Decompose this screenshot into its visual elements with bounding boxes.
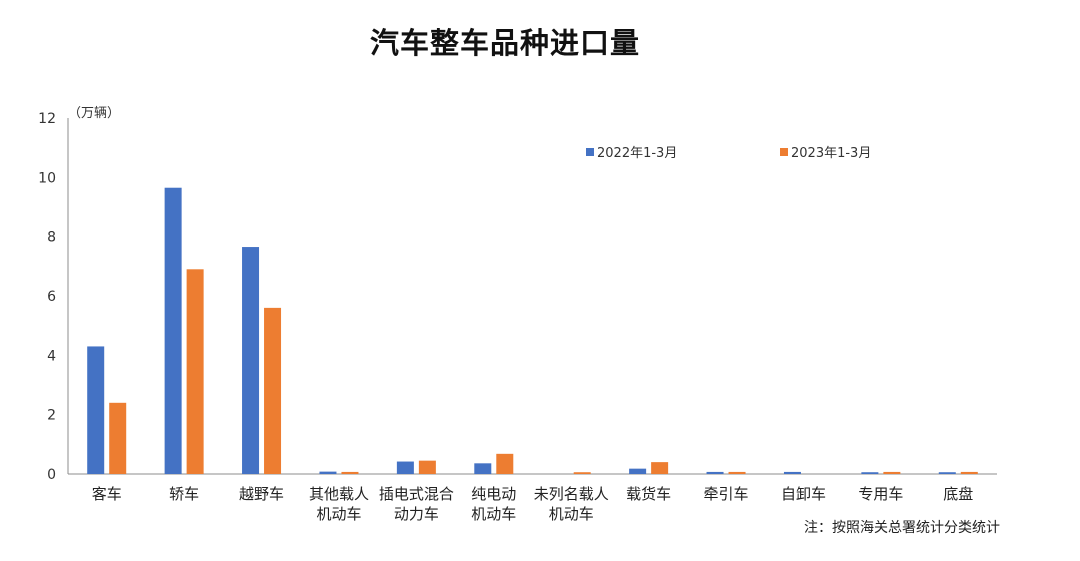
bar-2023	[418, 460, 436, 474]
legend-label: 2023年1-3月	[791, 146, 871, 161]
bar-2022	[629, 468, 647, 474]
y-tick-label: 8	[47, 230, 56, 246]
bar-2022	[242, 247, 260, 474]
x-tick-label: 插电式混合	[379, 485, 454, 503]
bar-2022	[164, 187, 182, 474]
bar-2022	[87, 346, 105, 474]
bar-2023	[728, 471, 746, 474]
x-tick-label: 纯电动	[471, 485, 516, 503]
y-tick-label: 4	[47, 348, 56, 364]
x-tick-label: 底盘	[943, 485, 973, 503]
bar-2023	[496, 453, 514, 474]
y-tick-label: 2	[47, 408, 56, 424]
x-tick-label: 未列名载人	[534, 485, 609, 503]
y-tick-label: 6	[47, 289, 56, 305]
bar-2023	[651, 462, 669, 474]
bar-2023	[109, 402, 127, 474]
x-tick-label: 机动车	[316, 505, 361, 523]
bar-2022	[783, 471, 801, 474]
x-tick-label: 客车	[92, 485, 122, 503]
bar-2022	[474, 463, 492, 474]
bar-2022	[861, 472, 879, 474]
x-tick-label: 机动车	[549, 505, 594, 523]
x-tick-label: 越野车	[239, 485, 284, 503]
x-tick-label: 专用车	[858, 485, 903, 503]
bar-2023	[341, 471, 359, 474]
x-tick-label: 自卸车	[781, 485, 826, 503]
bar-2022	[396, 461, 414, 474]
x-tick-label: 载货车	[626, 485, 671, 503]
bar-2023	[264, 307, 282, 474]
bar-2022	[938, 472, 956, 474]
legend-swatch	[780, 148, 788, 156]
x-tick-label: 动力车	[394, 505, 439, 523]
x-tick-label: 牵引车	[704, 485, 749, 503]
bar-2022	[319, 471, 337, 474]
bar-2023	[573, 472, 591, 474]
y-tick-label: 10	[38, 170, 56, 186]
bars	[87, 187, 978, 474]
footnote: 注：按照海关总署统计分类统计	[804, 520, 1000, 536]
bar-2023	[960, 471, 978, 474]
x-tick-label: 机动车	[471, 505, 516, 523]
x-tick-label: 其他载人	[309, 485, 369, 503]
bar-2023	[883, 471, 901, 474]
y-tick-label: 0	[47, 467, 56, 483]
bar-2022	[706, 471, 724, 474]
legend: 2022年1-3月 2023年1-3月	[586, 146, 871, 161]
x-tick-label: 轿车	[169, 485, 199, 503]
legend-swatch	[586, 148, 594, 156]
bar-2023	[186, 269, 204, 474]
y-unit-label: （万辆）	[68, 106, 120, 121]
legend-label: 2022年1-3月	[597, 146, 677, 161]
y-tick-label: 12	[38, 111, 56, 127]
chart-title: 汽车整车品种进口量	[369, 26, 640, 60]
